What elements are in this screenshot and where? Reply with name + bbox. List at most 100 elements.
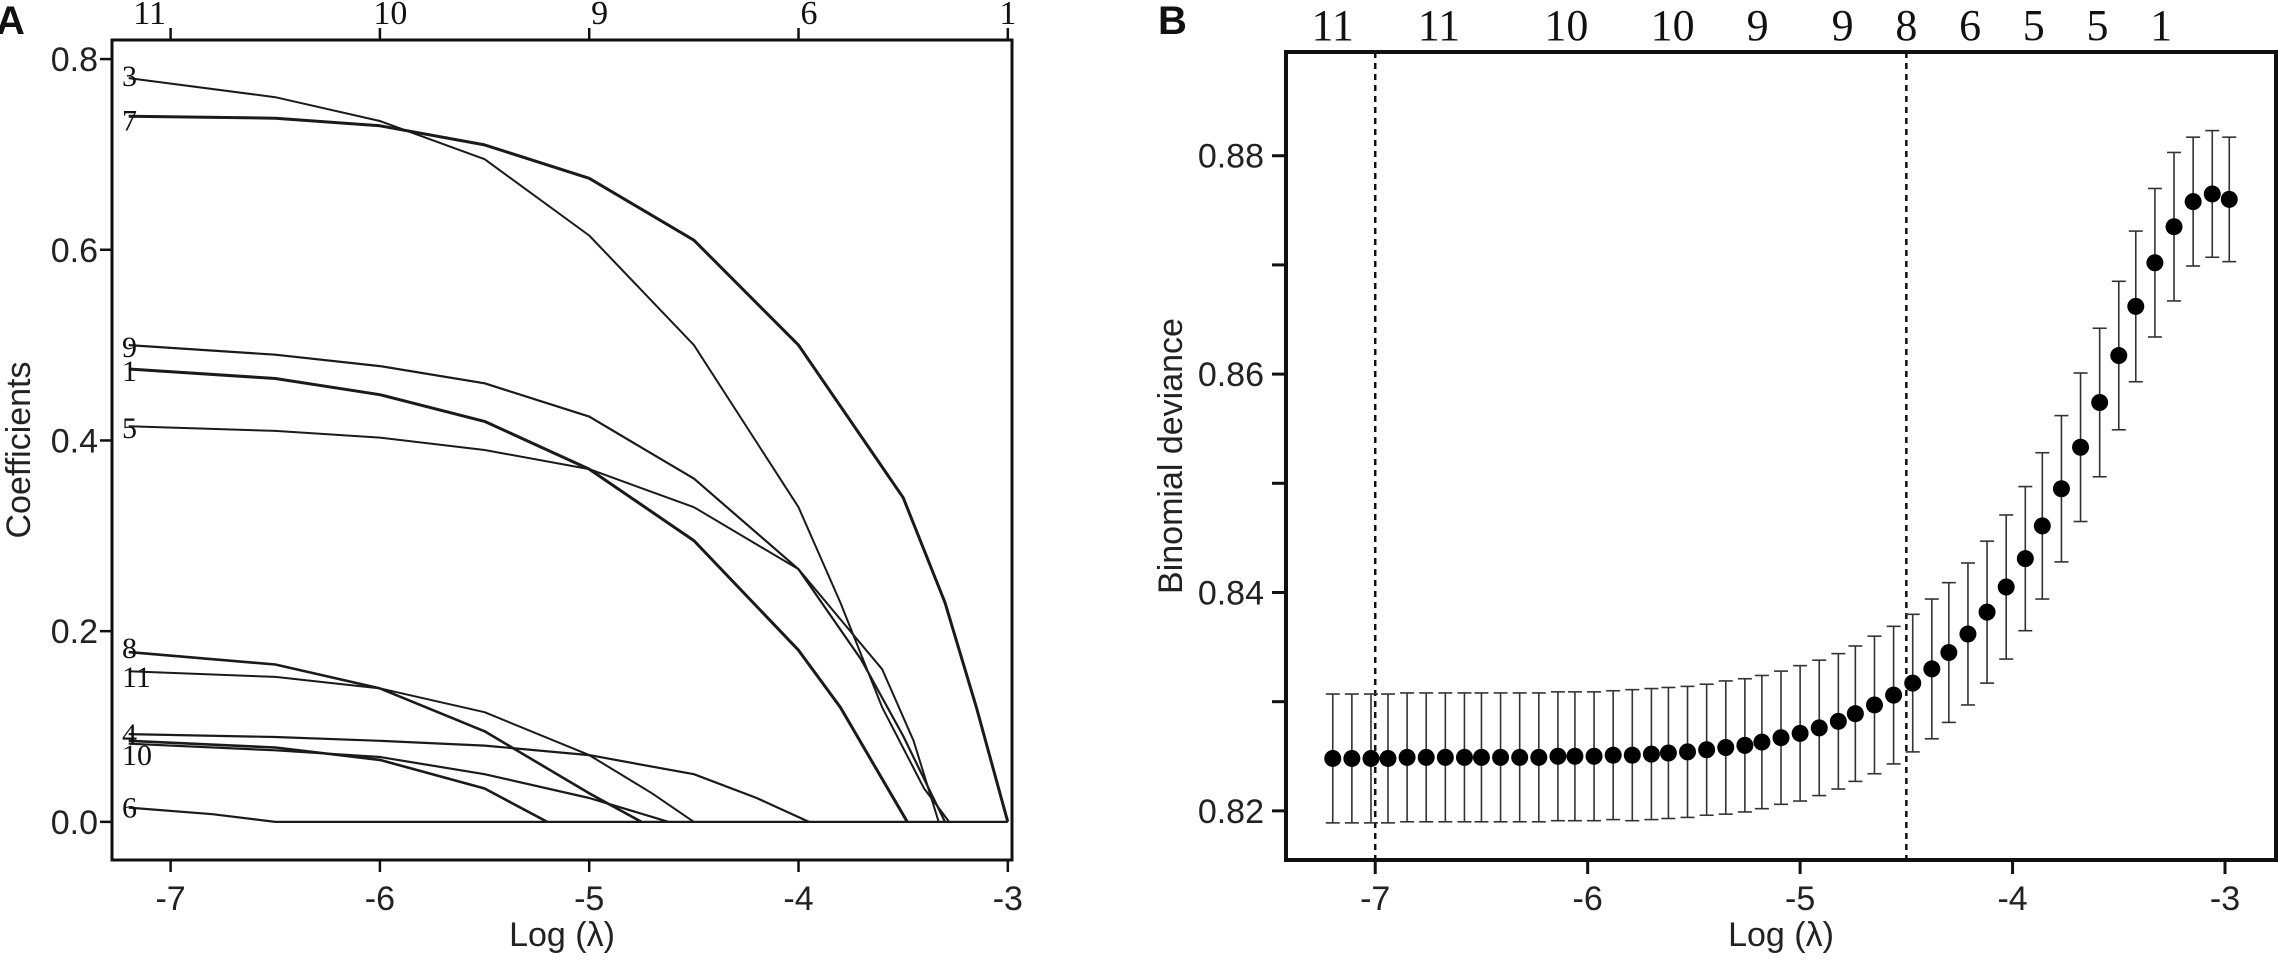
coefficient-path-label: 6 [122,792,137,825]
coefficient-path-label: 5 [122,412,137,445]
deviance-point [1455,748,1473,766]
deviance-point [2091,393,2109,411]
deviance-point [2110,347,2128,365]
deviance-point [1978,603,1996,621]
coefficient-path-10 [128,739,548,824]
coefficient-path-4 [128,733,810,823]
deviance-point [2165,218,2183,236]
deviance-point [1492,748,1510,766]
panel-a: A -7 -6 -5 -4 -30.00.20.40.60.811 10 9 6 1 37915… [0,0,1023,954]
coefficient-path-label: 10 [122,739,152,772]
panel-a-top-count-label: 10 [373,0,407,32]
panel-b-top-count-label: 1 [2150,1,2172,50]
deviance-point [1585,747,1603,765]
panel-a-xtick-label: -3 [993,880,1023,918]
panel-b-plot-frame [1284,50,2278,862]
deviance-point [2052,480,2070,498]
deviance-point [1717,739,1735,757]
panel-b-top-count-label: 9 [1747,1,1769,50]
panel-b-error-bars [1325,129,2237,824]
panel-b-top-count-label: 10 [1544,1,1588,50]
panel-b-xtick-label: -6 [1573,880,1603,918]
coefficient-path-label: 1 [122,355,137,388]
panel-b-top-count-label: 11 [1312,1,1354,50]
deviance-point [2220,190,2238,208]
deviance-point [2033,517,2051,535]
coefficient-path-label: 4 [122,718,137,751]
deviance-point [2127,297,2145,315]
deviance-point [1623,746,1641,764]
deviance-point [1865,696,1883,714]
deviance-point [1923,660,1941,678]
deviance-point [1417,748,1435,766]
deviance-point [1398,748,1416,766]
panel-a-coefficient-paths [128,77,1010,824]
coefficient-path-6 [128,806,1008,823]
panel-a-ytick-label: 0.4 [51,422,98,460]
coefficient-path-8 [128,650,643,824]
coefficient-path-2 [128,742,670,823]
panel-b-xtick-label: -4 [1997,880,2027,918]
deviance-point [1659,744,1677,762]
deviance-point [1343,749,1361,767]
deviance-point [1379,749,1397,767]
coefficient-path-3 [128,77,950,823]
panel-b-xlabel: Log (λ) [1728,916,1834,954]
panel-b-ylabel: Binomial deviance [1152,318,1190,594]
panel-b-xtick-label: -3 [2210,880,2240,918]
panel-a-xtick-label: -5 [574,880,604,918]
deviance-point [1436,748,1454,766]
deviance-point [1846,705,1864,723]
panel-b-ytick-label: 0.84 [1198,574,1264,612]
deviance-point [1324,749,1342,767]
panel-b-top-count-label: 6 [1959,1,1981,50]
deviance-point [1679,743,1697,761]
panel-b-points [1324,185,2238,767]
panel-b-xtick-label: -7 [1360,880,1390,918]
panel-a-plot-frame [110,38,1014,862]
deviance-point [1549,747,1567,765]
deviance-point [1753,733,1771,751]
panel-a-axes: -7 -6 -5 -4 -3 0.0 0.2 0.4 0.6 0.8 11 10 9 6 1 [51,0,1023,918]
panel-a-ytick-label: 0.2 [51,613,98,651]
deviance-point [1904,674,1922,692]
panel-b-top-count-label: 8 [1895,1,1917,50]
panel-b-lambda-lines [1373,52,1908,860]
panel-a-ytick-label: 0.8 [51,41,98,79]
deviance-point [2203,185,2221,203]
deviance-point [1472,748,1490,766]
panel-a-line-labels: 3 7 91 5 811 410 6 [122,60,152,824]
panel-b-top-count-label: 9 [1832,1,1854,50]
deviance-point [2016,550,2034,568]
coefficient-path-label: 8 [122,632,137,665]
deviance-point [1642,745,1660,763]
deviance-point [1772,729,1790,747]
panel-a-xtick-label: -6 [365,880,395,918]
coefficient-path-9 [128,344,946,823]
coefficient-path-11 [128,670,695,823]
panel-b-letter: B [1158,0,1187,43]
deviance-point [1959,625,1977,643]
deviance-point [1604,746,1622,764]
panel-a-top-count-label: 6 [800,0,817,32]
deviance-point [1736,736,1754,754]
coefficient-path-7 [128,114,1010,823]
deviance-point [1566,747,1584,765]
deviance-point [2184,193,2202,211]
panel-b-ytick-label: 0.88 [1198,138,1264,176]
panel-b-top-count-label: 11 [1418,1,1460,50]
coefficient-path-1 [128,367,909,823]
deviance-point [1530,748,1548,766]
panel-a-ylabel: Coefficients [0,361,38,538]
coefficient-path-label: 3 [122,60,137,93]
deviance-point [1885,686,1903,704]
deviance-point [1829,712,1847,730]
panel-a-ytick-label: 0.0 [51,804,98,842]
panel-b-ytick-label: 0.86 [1198,356,1264,394]
deviance-point [2072,438,2090,456]
deviance-point [1511,748,1529,766]
panel-a-xtick-label: -7 [155,880,185,918]
panel-a-top-count-label: 1 [999,0,1016,32]
